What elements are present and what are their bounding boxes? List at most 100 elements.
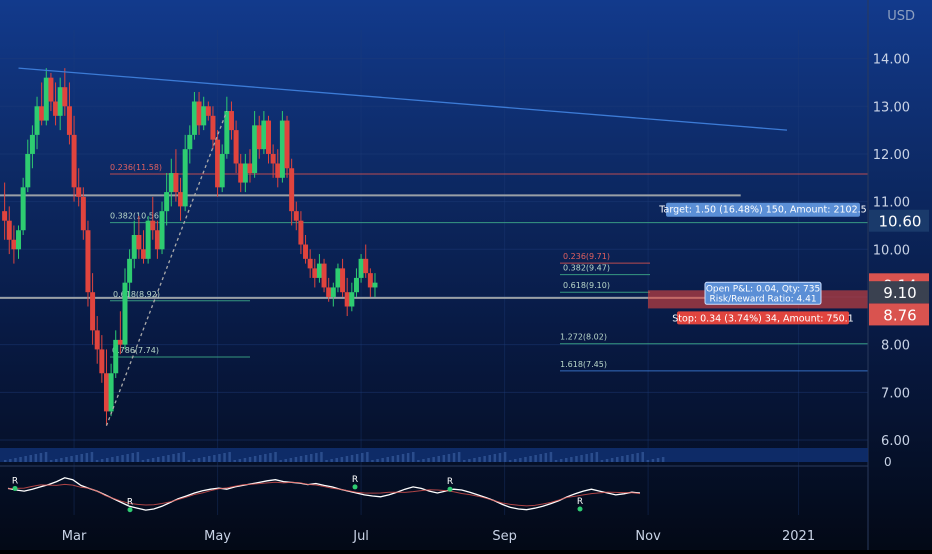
candle-body	[43, 77, 49, 121]
candle	[71, 115, 77, 202]
y-tick-label: 14.00	[873, 53, 910, 68]
volume-bar	[529, 456, 532, 462]
volume-bar	[151, 458, 155, 462]
volume-bar	[519, 458, 522, 462]
indicator-marker-dot	[12, 485, 18, 491]
candle	[39, 82, 45, 126]
candle	[6, 206, 12, 255]
volume-bar	[34, 454, 38, 462]
candle-body	[321, 263, 327, 288]
volume-bar	[488, 455, 491, 462]
volume-bar	[4, 460, 7, 462]
candle-body	[136, 235, 142, 250]
volume-bar	[248, 457, 252, 462]
candle	[242, 153, 248, 193]
candle-body	[298, 220, 304, 245]
candle	[2, 182, 8, 240]
candle-body	[275, 163, 281, 178]
volume-bar	[320, 452, 323, 462]
volume-bar	[136, 452, 140, 462]
volume-bar	[600, 460, 604, 462]
candle-body	[233, 130, 239, 164]
volume-bar	[376, 459, 379, 462]
candle	[117, 311, 123, 355]
volume-bar	[197, 458, 201, 462]
volume-bar	[452, 453, 456, 462]
candle-body	[289, 168, 295, 212]
rising-dashed	[105, 110, 228, 426]
volume-bar	[457, 452, 461, 462]
candle	[164, 173, 170, 226]
volume-bar	[422, 459, 425, 462]
volume-bar	[85, 453, 89, 462]
volume-bar	[259, 455, 262, 462]
volume-bar	[218, 454, 221, 462]
trendlines-layer[interactable]	[18, 67, 788, 426]
time-axis[interactable]: Mar May Jul Sep Nov 2021	[62, 529, 815, 544]
price-axis[interactable]: 14.0013.0012.0011.0010.009.008.007.006.0…	[867, 0, 929, 550]
volume-bar	[187, 460, 191, 462]
candle	[340, 258, 346, 297]
candle-body	[363, 258, 369, 274]
candle	[256, 115, 262, 159]
volume-bar	[126, 454, 129, 462]
volume-bar	[44, 452, 48, 462]
candle-body	[358, 258, 364, 278]
candle	[219, 144, 225, 193]
volume-bar	[121, 455, 124, 462]
candle	[131, 220, 137, 269]
candle	[29, 125, 35, 169]
candle	[141, 230, 147, 264]
risk-reward-label: Risk/Reward Ratio: 4.41	[709, 294, 816, 304]
candle-body	[6, 220, 12, 240]
candle-body	[168, 173, 174, 193]
candle	[233, 120, 239, 174]
candle-body	[164, 192, 170, 212]
position-tool[interactable]: Target: 1.50 (16.48%) 150, Amount: 2102.…	[648, 202, 868, 325]
candle	[312, 258, 318, 288]
candle	[344, 277, 350, 317]
volume-bar	[656, 458, 660, 462]
candle-body	[210, 115, 216, 140]
fib-level-label: 1.272(8.02)	[560, 333, 607, 342]
volume-bar	[432, 457, 435, 462]
volume-bar	[554, 460, 558, 462]
candle	[191, 91, 197, 140]
volume-bar	[39, 453, 43, 462]
candle	[53, 82, 59, 126]
volume-bar	[559, 459, 563, 462]
candle-body	[159, 211, 165, 250]
volume-bar	[49, 460, 53, 462]
candle	[76, 168, 82, 207]
candle-body	[252, 125, 258, 174]
candle	[159, 201, 165, 255]
open-pnl-label: Open P&L: 0.04, Qty: 735	[706, 284, 820, 294]
candle-body	[113, 339, 119, 374]
candle	[43, 68, 49, 126]
candle	[113, 330, 119, 379]
indicator-marker-dot	[352, 484, 358, 490]
volume-bar	[498, 453, 502, 462]
upper-resistance	[18, 67, 788, 131]
candle	[252, 111, 258, 178]
candle-body	[16, 230, 22, 250]
volume-bar	[167, 455, 170, 462]
candle-body	[76, 187, 82, 197]
candles-layer[interactable]	[2, 68, 378, 426]
volume-bar	[80, 454, 83, 462]
volume-bar	[90, 452, 94, 462]
indicator-marker-label: R	[577, 497, 583, 507]
candle	[85, 220, 91, 307]
volume-bar	[335, 458, 338, 462]
volume-bar	[269, 453, 272, 462]
indicator-signal-line	[7, 481, 641, 507]
volume-band	[0, 448, 868, 462]
volume-bar	[610, 458, 614, 462]
volume-bar	[284, 459, 287, 462]
volume-bar	[417, 460, 420, 462]
volume-bar	[427, 458, 430, 462]
volume-bar	[60, 458, 63, 462]
x-tick-label: 2021	[782, 529, 815, 544]
